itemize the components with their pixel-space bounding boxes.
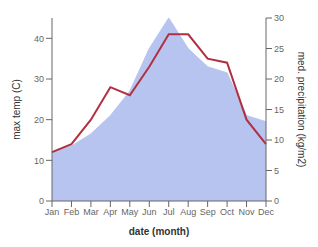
svg-text:Nov: Nov bbox=[239, 207, 256, 217]
svg-text:0: 0 bbox=[274, 196, 279, 206]
svg-text:5: 5 bbox=[274, 166, 279, 176]
svg-text:25: 25 bbox=[274, 44, 284, 54]
svg-text:Mar: Mar bbox=[83, 207, 99, 217]
svg-text:Jul: Jul bbox=[163, 207, 175, 217]
svg-text:20: 20 bbox=[34, 115, 44, 125]
svg-text:med. precipitation (kg/m2): med. precipitation (kg/m2) bbox=[296, 52, 307, 168]
svg-text:Feb: Feb bbox=[64, 207, 80, 217]
svg-text:Sep: Sep bbox=[200, 207, 216, 217]
svg-text:May: May bbox=[121, 207, 139, 217]
svg-text:30: 30 bbox=[34, 74, 44, 84]
svg-text:10: 10 bbox=[274, 135, 284, 145]
svg-text:Dec: Dec bbox=[258, 207, 275, 217]
svg-text:date (month): date (month) bbox=[129, 226, 190, 237]
svg-text:15: 15 bbox=[274, 105, 284, 115]
svg-text:20: 20 bbox=[274, 74, 284, 84]
svg-text:10: 10 bbox=[34, 156, 44, 166]
svg-text:30: 30 bbox=[274, 13, 284, 23]
svg-text:40: 40 bbox=[34, 34, 44, 44]
svg-text:Aug: Aug bbox=[180, 207, 196, 217]
svg-text:Jun: Jun bbox=[142, 207, 157, 217]
svg-text:Jan: Jan bbox=[45, 207, 60, 217]
svg-text:Oct: Oct bbox=[220, 207, 235, 217]
svg-text:0: 0 bbox=[39, 196, 44, 206]
svg-text:Apr: Apr bbox=[103, 207, 117, 217]
svg-text:max temp (C): max temp (C) bbox=[11, 79, 22, 140]
